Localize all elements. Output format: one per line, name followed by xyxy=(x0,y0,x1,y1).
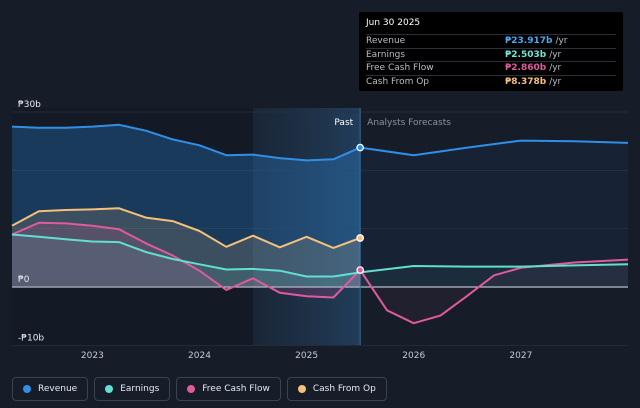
legend-dot-icon xyxy=(105,385,114,393)
tooltip-row-name: Free Cash Flow xyxy=(366,63,434,74)
free-cash-flow-line xyxy=(11,221,361,299)
y-tick-label: ₱30b xyxy=(18,100,41,110)
legend-item-revenue[interactable]: Revenue xyxy=(12,377,89,401)
tooltip-row-value: ₱2.860b xyxy=(505,63,547,74)
tooltip-row-value: ₱8.378b xyxy=(505,76,547,87)
forecast-label: Analysts Forecasts xyxy=(367,118,451,128)
tooltip-date: Jun 30 2025 xyxy=(366,18,421,28)
tooltip-row: Revenue ₱23.917b/yr xyxy=(366,34,616,48)
tooltip-row-unit: /yr xyxy=(555,36,568,47)
free-cash-flow-marker xyxy=(356,266,365,274)
legend-item-cash-from-op[interactable]: Cash From Op xyxy=(286,377,387,401)
revenue-forecast-area xyxy=(360,140,628,287)
tooltip-row: Earnings ₱2.503b/yr xyxy=(366,47,616,62)
tooltip-row-name: Cash From Op xyxy=(366,76,430,87)
legend-label: Cash From Op xyxy=(312,384,376,394)
x-tick-label: 2024 xyxy=(188,351,211,361)
legend-label: Revenue xyxy=(38,384,78,394)
y-tick-label: ₱0 xyxy=(18,275,30,285)
y-tick-label: -₱10b xyxy=(18,333,44,343)
tooltip-row-value: ₱2.503b xyxy=(505,49,547,60)
tooltip-row-value: ₱23.917b xyxy=(505,36,553,47)
legend-item-earnings[interactable]: Earnings xyxy=(94,377,171,401)
cash-from-op-area xyxy=(12,208,361,287)
tooltip-row: Free Cash Flow ₱2.860b/yr xyxy=(366,61,616,75)
tooltip-row-name: Earnings xyxy=(366,49,406,60)
tooltip-row: Cash From Op ₱8.378b/yr xyxy=(366,74,616,89)
x-tick-label: 2026 xyxy=(402,351,425,361)
x-tick-label: 2023 xyxy=(81,351,104,361)
free-cash-flow-forecast-line xyxy=(359,258,629,325)
earnings-area xyxy=(12,234,361,287)
legend-dot-icon xyxy=(23,385,31,393)
recent-highlight-band xyxy=(253,108,361,345)
tooltip-row-unit: /yr xyxy=(549,76,562,87)
tooltip-row-name: Revenue xyxy=(366,36,406,47)
tooltip-row-unit: /yr xyxy=(549,63,562,74)
earnings-line xyxy=(11,233,361,278)
past-label: Past xyxy=(334,118,353,128)
legend-label: Free Cash Flow xyxy=(202,384,270,394)
legend-dot-icon xyxy=(297,385,306,393)
cash-from-op-line xyxy=(11,207,361,249)
x-tick-label: 2027 xyxy=(509,351,532,361)
legend-item-free-cash-flow[interactable]: Free Cash Flow xyxy=(176,377,281,401)
revenue-area xyxy=(12,124,361,287)
earnings-forecast-line xyxy=(360,263,629,274)
revenue-line xyxy=(11,123,361,162)
free-cash-flow-forecast-area xyxy=(360,259,628,324)
tooltip-row-unit: /yr xyxy=(549,49,562,60)
legend-dot-icon xyxy=(187,385,196,393)
revenue-forecast-line xyxy=(360,139,629,157)
legend: Revenue Earnings Free Cash Flow Cash From O… xyxy=(12,377,387,401)
x-tick-label: 2025 xyxy=(295,351,318,361)
revenue-marker xyxy=(356,143,365,152)
cash-from-op-marker xyxy=(356,234,365,242)
tooltip-panel: Jun 30 2025 Revenue ₱23.917b/yr Earnings ₱2… xyxy=(359,12,623,91)
legend-label: Earnings xyxy=(120,384,160,394)
